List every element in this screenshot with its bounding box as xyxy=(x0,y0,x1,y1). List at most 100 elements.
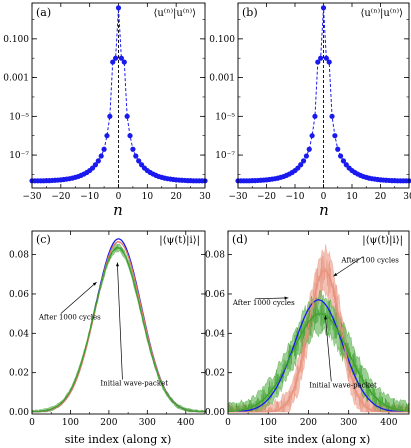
panel-a-plot-area: −30 −20 −10 0 10 20 30 0.100 0.001 10⁻⁵ 10⁻⁷ xyxy=(3,2,211,202)
panel-b-frame xyxy=(237,2,410,189)
panel-a-point xyxy=(127,133,133,139)
panel-c: 0 100 200 300 400 0.00 0.02 0.04 0.06 0.08 After 1… xyxy=(9,230,206,446)
panel-a-point xyxy=(95,158,101,164)
panel-b-label: (b) xyxy=(242,6,258,19)
panel-b-point xyxy=(326,59,332,65)
panel-c-ytick-label: 0.04 xyxy=(9,329,29,339)
panel-b-point xyxy=(298,162,304,168)
panel-a-ytick-label: 10⁻⁷ xyxy=(9,151,29,161)
panel-d-annotation-arrowhead xyxy=(333,272,338,277)
panel-b-point xyxy=(329,113,335,119)
panel-a-ytick-label: 0.001 xyxy=(3,74,29,84)
panel-b-point xyxy=(335,146,341,152)
panel-a-point xyxy=(92,162,99,168)
panel-a-point xyxy=(101,146,107,152)
panel-a-xtick-label: 0 xyxy=(116,192,122,202)
panel-d-series-oscillation xyxy=(227,297,410,413)
panel-c-annotation: Initial wave-packet xyxy=(100,379,168,387)
panel-c-xtick-label: 400 xyxy=(177,418,194,428)
panel-d-plot-area: 0 100 200 300 400 0.00 0.02 0.04 0.06 0.08 After 1… xyxy=(205,230,410,428)
panel-d-annotation: After 100 cycles xyxy=(340,256,399,264)
panel-c-annotation-arrowhead xyxy=(115,262,120,267)
panel-b-xtick-label: −30 xyxy=(229,192,248,202)
panel-b-xlabel: n xyxy=(319,201,329,219)
panel-a-ytick-label: 10⁻⁵ xyxy=(9,112,29,122)
panel-d-xtick-label: 200 xyxy=(300,418,317,428)
panel-a: −30 −20 −10 0 10 20 30 0.100 0.001 10⁻⁵ 10⁻⁷ (a) ⟨… xyxy=(3,2,211,219)
panel-a-xtick-label: 20 xyxy=(170,192,182,202)
panel-a-point xyxy=(124,113,130,119)
panel-b-ytick-label: 10⁻⁷ xyxy=(215,151,235,161)
panel-b-point xyxy=(332,133,338,139)
panel-c-series-line xyxy=(32,247,206,413)
panel-d-annotation-arrow xyxy=(254,297,289,300)
panel-b-ytick-label: 10⁻⁵ xyxy=(215,112,235,122)
panel-b-point xyxy=(320,5,327,11)
panel-a-xtick-label: −10 xyxy=(80,192,99,202)
panel-c-xtick-label: 200 xyxy=(100,418,117,428)
panel-c-xlabel: site index (along x) xyxy=(65,433,172,446)
panel-d-series-line xyxy=(227,313,409,413)
panel-b-series-line xyxy=(238,7,409,182)
panel-a-xtick-label: 30 xyxy=(199,192,211,202)
panel-d-corner-label: |⟨ψ(t)|i⟩| xyxy=(362,235,403,246)
panel-d-xtick-label: 400 xyxy=(380,418,397,428)
panel-b-point xyxy=(315,59,321,65)
panel-b-point xyxy=(306,146,312,152)
panel-d-series-line xyxy=(228,269,409,413)
panel-d-ytick-label: 0.04 xyxy=(205,329,225,339)
panel-a-point xyxy=(115,5,122,11)
panel-a-xtick-label: −30 xyxy=(23,192,42,202)
panel-a-point xyxy=(107,113,113,119)
panel-c-xtick-label: 100 xyxy=(62,418,79,428)
panel-d-xtick-label: 300 xyxy=(340,418,357,428)
panel-d-xlabel: site index (along x) xyxy=(264,433,371,446)
panel-b: −30 −20 −10 0 10 20 30 0.100 0.001 10⁻⁵ 10⁻⁷ (b) ⟨… xyxy=(209,2,411,219)
panel-c-annotation: After 1000 cycles xyxy=(38,314,101,322)
panel-b-xtick-label: −20 xyxy=(257,192,276,202)
panel-c-annotation-arrow xyxy=(60,281,97,314)
panel-a-frame xyxy=(31,2,206,189)
panel-d-ytick-label: 0.06 xyxy=(205,290,225,300)
panel-a-point xyxy=(110,59,116,65)
panel-d-label: (d) xyxy=(232,233,248,246)
panel-a-point xyxy=(130,146,136,152)
panel-c-xtick-label: 0 xyxy=(29,418,35,428)
panel-a-point xyxy=(104,133,110,139)
panel-a-xtick-label: 10 xyxy=(142,192,154,202)
panel-d-ytick-label: 0.02 xyxy=(205,369,225,379)
panel-d-annotation-arrow xyxy=(324,315,332,382)
panel-b-point xyxy=(338,153,344,159)
panel-d-annotation: Initial wave-packet xyxy=(309,381,377,389)
panel-d-annotation: After 1000 cycles xyxy=(232,299,295,307)
panel-b-point xyxy=(312,113,318,119)
panel-a-point xyxy=(136,158,142,164)
panel-c-ytick-label: 0.02 xyxy=(9,369,29,379)
panel-c-label: (c) xyxy=(36,233,51,246)
panel-b-point xyxy=(303,153,309,159)
panel-c-xtick-label: 300 xyxy=(139,418,156,428)
panel-c-ytick-label: 0.06 xyxy=(9,290,29,300)
panel-a-label: (a) xyxy=(36,6,51,19)
panel-a-xtick-label: −20 xyxy=(51,192,70,202)
panel-d-annotation-arrow xyxy=(333,256,364,277)
panel-a-point xyxy=(118,55,124,61)
panel-b-xtick-label: 0 xyxy=(321,192,327,202)
panel-a-point xyxy=(98,153,104,159)
panel-b-point xyxy=(309,133,315,139)
panel-c-corner-label: |⟨ψ(t)|i⟩| xyxy=(159,235,200,246)
panel-d-annotation-arrowhead xyxy=(284,296,289,300)
panel-c-ytick-label: 0.08 xyxy=(9,251,29,261)
panel-a-point xyxy=(121,59,127,65)
panel-a-xlabel: n xyxy=(113,201,123,219)
panel-b-ytick-label: 0.001 xyxy=(209,74,235,84)
panel-a-corner-label: ⟨u⁽ⁿ⁾|u⁽ⁿ⁾⟩ xyxy=(153,8,196,19)
panel-d: 0 100 200 300 400 0.00 0.02 0.04 0.06 0.08 After 1… xyxy=(205,230,410,446)
panel-c-frame xyxy=(31,230,206,415)
panel-b-point xyxy=(340,158,347,164)
panel-b-ytick-label: 0.100 xyxy=(209,35,235,45)
panel-b-point xyxy=(323,55,329,61)
panel-d-ytick-label: 0.00 xyxy=(205,408,225,418)
panel-d-xtick-label: 100 xyxy=(260,418,277,428)
